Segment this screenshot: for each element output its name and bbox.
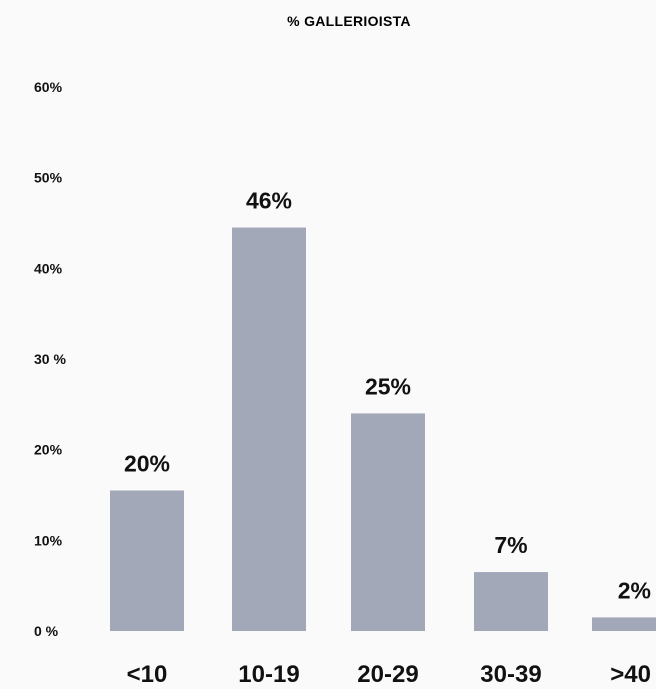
y-tick-label: 30 % — [34, 351, 66, 367]
x-tick-label: <10 — [127, 661, 168, 688]
x-tick-label: 30-39 — [480, 661, 541, 688]
y-tick-label: 0 % — [34, 623, 59, 639]
data-label: 2% — [618, 577, 651, 603]
data-label: 25% — [365, 373, 411, 399]
data-labels: 20% 46% 25% 7% 2% — [124, 188, 651, 604]
x-tick-label: 20-29 — [357, 661, 418, 688]
y-axis-ticks: 0 % 10% 20% 30 % 40% 50% 60% — [34, 79, 66, 639]
y-tick-label: 60% — [34, 79, 63, 95]
x-tick-label: >40 — [610, 661, 651, 688]
data-label: 46% — [246, 188, 292, 214]
bar — [351, 413, 425, 631]
y-tick-label: 40% — [34, 260, 63, 276]
x-tick-label: 10-19 — [238, 661, 299, 688]
bar — [592, 617, 656, 631]
y-tick-label: 10% — [34, 532, 63, 548]
data-label: 7% — [494, 532, 527, 558]
y-tick-label: 20% — [34, 442, 63, 458]
y-tick-label: 50% — [34, 170, 63, 186]
bar — [474, 572, 548, 631]
x-axis-ticks: <10 10-19 20-29 30-39 >40 — [127, 661, 651, 688]
chart-title: % GALLERIOISTA — [287, 13, 411, 29]
bar — [232, 227, 306, 632]
data-label: 20% — [124, 450, 170, 476]
bars — [110, 227, 656, 632]
bar — [110, 490, 184, 631]
